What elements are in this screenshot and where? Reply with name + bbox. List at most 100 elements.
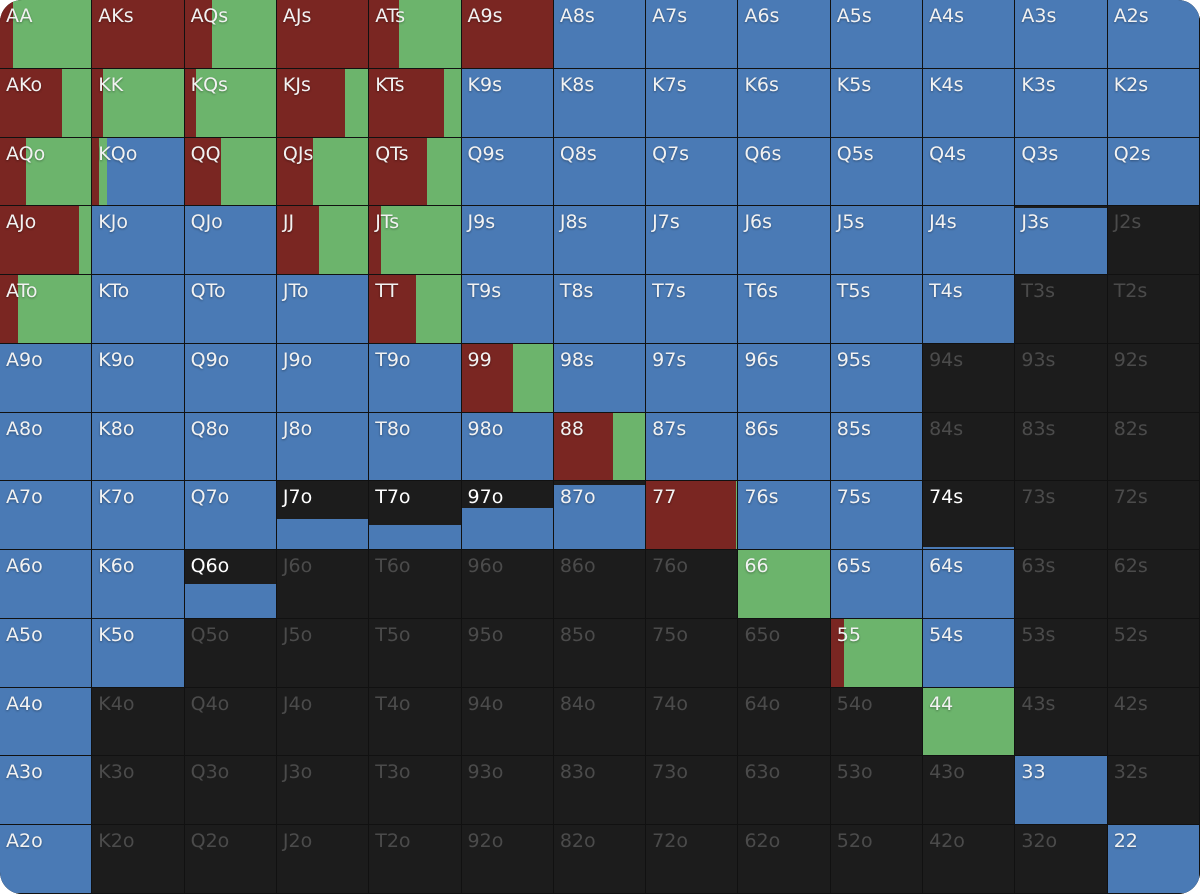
hand-cell-65o[interactable]: 65o <box>738 618 831 688</box>
hand-cell-33[interactable]: 33 <box>1015 756 1108 826</box>
hand-cell-87o[interactable]: 87o <box>553 481 647 551</box>
hand-cell-a3o[interactable]: A3o <box>0 756 93 826</box>
hand-cell-k5o[interactable]: K5o <box>92 618 185 688</box>
hand-cell-t9s[interactable]: T9s <box>461 275 554 344</box>
hand-cell-k4s[interactable]: K4s <box>923 68 1016 138</box>
hand-cell-53s[interactable]: 53s <box>1015 618 1108 688</box>
hand-cell-kqo[interactable]: KQo <box>92 137 185 207</box>
hand-cell-97s[interactable]: 97s <box>646 343 739 413</box>
hand-cell-53o[interactable]: 53o <box>830 756 924 826</box>
hand-cell-a5o[interactable]: A5o <box>0 618 93 688</box>
hand-cell-77[interactable]: 77 <box>646 481 739 551</box>
hand-cell-t5o[interactable]: T5o <box>369 618 462 688</box>
hand-cell-j2o[interactable]: J2o <box>276 825 370 894</box>
hand-cell-k4o[interactable]: K4o <box>92 687 185 757</box>
hand-cell-t2o[interactable]: T2o <box>369 825 462 894</box>
hand-cell-84o[interactable]: 84o <box>553 687 647 757</box>
hand-cell-q5s[interactable]: Q5s <box>830 137 924 207</box>
hand-cell-aks[interactable]: AKs <box>92 0 185 69</box>
hand-cell-t7s[interactable]: T7s <box>646 275 739 344</box>
hand-cell-a9o[interactable]: A9o <box>0 343 93 413</box>
hand-cell-44[interactable]: 44 <box>923 687 1016 757</box>
hand-cell-j3o[interactable]: J3o <box>276 756 370 826</box>
hand-cell-q2o[interactable]: Q2o <box>184 825 277 894</box>
hand-cell-j5s[interactable]: J5s <box>830 206 924 276</box>
hand-cell-j2s[interactable]: J2s <box>1107 206 1200 276</box>
hand-cell-q4s[interactable]: Q4s <box>923 137 1016 207</box>
hand-cell-42s[interactable]: 42s <box>1107 687 1200 757</box>
hand-cell-q3o[interactable]: Q3o <box>184 756 277 826</box>
hand-cell-63o[interactable]: 63o <box>738 756 831 826</box>
hand-cell-q7s[interactable]: Q7s <box>646 137 739 207</box>
hand-cell-73s[interactable]: 73s <box>1015 481 1108 551</box>
hand-cell-kjo[interactable]: KJo <box>92 206 185 276</box>
hand-cell-q5o[interactable]: Q5o <box>184 618 277 688</box>
hand-cell-kk[interactable]: KK <box>92 68 185 138</box>
hand-cell-ajo[interactable]: AJo <box>0 206 93 276</box>
hand-cell-q4o[interactable]: Q4o <box>184 687 277 757</box>
hand-cell-32s[interactable]: 32s <box>1107 756 1200 826</box>
hand-cell-94s[interactable]: 94s <box>923 343 1016 413</box>
hand-cell-22[interactable]: 22 <box>1107 825 1200 894</box>
hand-cell-a7o[interactable]: A7o <box>0 481 93 551</box>
hand-cell-32o[interactable]: 32o <box>1015 825 1108 894</box>
hand-cell-t6s[interactable]: T6s <box>738 275 831 344</box>
hand-cell-kqs[interactable]: KQs <box>184 68 277 138</box>
hand-cell-55[interactable]: 55 <box>830 618 924 688</box>
hand-cell-q7o[interactable]: Q7o <box>184 481 277 551</box>
hand-cell-96o[interactable]: 96o <box>461 550 554 619</box>
hand-cell-98s[interactable]: 98s <box>553 343 647 413</box>
hand-cell-95o[interactable]: 95o <box>461 618 554 688</box>
hand-cell-k7s[interactable]: K7s <box>646 68 739 138</box>
hand-cell-72s[interactable]: 72s <box>1107 481 1200 551</box>
hand-cell-72o[interactable]: 72o <box>646 825 739 894</box>
hand-cell-j6o[interactable]: J6o <box>276 550 370 619</box>
hand-cell-q3s[interactable]: Q3s <box>1015 137 1108 207</box>
hand-cell-k7o[interactable]: K7o <box>92 481 185 551</box>
hand-cell-92s[interactable]: 92s <box>1107 343 1200 413</box>
hand-cell-86o[interactable]: 86o <box>553 550 647 619</box>
hand-cell-92o[interactable]: 92o <box>461 825 554 894</box>
hand-cell-t8o[interactable]: T8o <box>369 412 462 482</box>
hand-cell-65s[interactable]: 65s <box>830 550 924 619</box>
hand-cell-85s[interactable]: 85s <box>830 412 924 482</box>
hand-cell-74o[interactable]: 74o <box>646 687 739 757</box>
hand-cell-j7o[interactable]: J7o <box>276 481 370 551</box>
hand-cell-98o[interactable]: 98o <box>461 412 554 482</box>
hand-cell-97o[interactable]: 97o <box>461 481 554 551</box>
hand-cell-93s[interactable]: 93s <box>1015 343 1108 413</box>
hand-cell-kto[interactable]: KTo <box>92 275 185 344</box>
hand-cell-kts[interactable]: KTs <box>369 68 462 138</box>
hand-cell-k6s[interactable]: K6s <box>738 68 831 138</box>
hand-cell-t6o[interactable]: T6o <box>369 550 462 619</box>
hand-cell-qjo[interactable]: QJo <box>184 206 277 276</box>
hand-cell-84s[interactable]: 84s <box>923 412 1016 482</box>
hand-cell-a6o[interactable]: A6o <box>0 550 93 619</box>
hand-cell-76s[interactable]: 76s <box>738 481 831 551</box>
hand-cell-66[interactable]: 66 <box>738 550 831 619</box>
hand-cell-82o[interactable]: 82o <box>553 825 647 894</box>
hand-cell-73o[interactable]: 73o <box>646 756 739 826</box>
hand-cell-t3o[interactable]: T3o <box>369 756 462 826</box>
hand-cell-j7s[interactable]: J7s <box>646 206 739 276</box>
hand-cell-aqs[interactable]: AQs <box>184 0 277 69</box>
hand-cell-t8s[interactable]: T8s <box>553 275 647 344</box>
hand-cell-qq[interactable]: QQ <box>184 137 277 207</box>
hand-cell-k3o[interactable]: K3o <box>92 756 185 826</box>
hand-cell-96s[interactable]: 96s <box>738 343 831 413</box>
hand-cell-aqo[interactable]: AQo <box>0 137 93 207</box>
hand-cell-qto[interactable]: QTo <box>184 275 277 344</box>
hand-cell-kjs[interactable]: KJs <box>276 68 370 138</box>
hand-cell-q6s[interactable]: Q6s <box>738 137 831 207</box>
hand-cell-74s[interactable]: 74s <box>923 481 1016 551</box>
hand-cell-83o[interactable]: 83o <box>553 756 647 826</box>
hand-cell-jj[interactable]: JJ <box>276 206 370 276</box>
hand-cell-j8o[interactable]: J8o <box>276 412 370 482</box>
hand-cell-q9o[interactable]: Q9o <box>184 343 277 413</box>
hand-cell-42o[interactable]: 42o <box>923 825 1016 894</box>
hand-cell-q8o[interactable]: Q8o <box>184 412 277 482</box>
hand-cell-qjs[interactable]: QJs <box>276 137 370 207</box>
hand-cell-t2s[interactable]: T2s <box>1107 275 1200 344</box>
hand-cell-64o[interactable]: 64o <box>738 687 831 757</box>
hand-cell-85o[interactable]: 85o <box>553 618 647 688</box>
